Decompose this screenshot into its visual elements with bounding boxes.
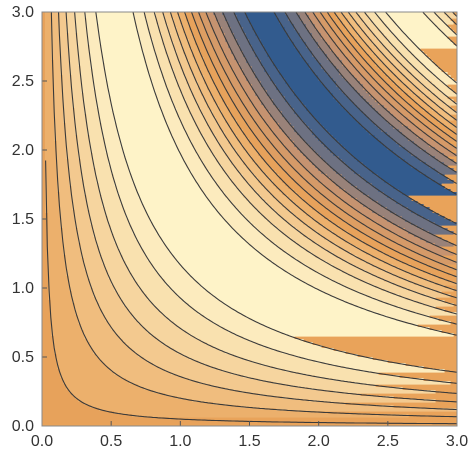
contour-line: [65, 12, 457, 403]
y-tick-label: 2.0: [12, 142, 34, 159]
contour-line: [373, 12, 457, 95]
contour-line: [295, 12, 457, 174]
contour-line: [162, 12, 457, 307]
contour-line: [169, 12, 457, 299]
x-tick-label: 0.0: [31, 433, 53, 450]
x-axis-ticks: 0.0 0.5 1.0 1.5 2.0 2.5 3.0: [31, 421, 468, 450]
contour-line: [95, 12, 457, 373]
y-axis-ticks: 0.0 0.5 1.0 1.5 2.0 2.5 3.0: [12, 4, 47, 435]
contour-line: [45, 160, 457, 425]
contour-line: [233, 12, 457, 236]
contour-line: [132, 12, 457, 336]
x-tick-label: 1.0: [169, 433, 191, 450]
contour-line: [340, 12, 457, 129]
plot-area: [42, 12, 457, 426]
y-tick-label: 1.0: [12, 280, 34, 297]
y-tick-label: 3.0: [12, 4, 34, 21]
contour-line: [244, 12, 457, 225]
contour-line: [384, 12, 457, 84]
contour-line: [205, 12, 457, 264]
contour-fill: [42, 12, 457, 424]
contour-line: [50, 12, 457, 418]
contour-line: [433, 12, 457, 36]
contour-line: [74, 12, 457, 395]
contour-line: [347, 12, 457, 122]
x-tick-label: 3.0: [446, 433, 468, 450]
contour-line: [304, 12, 457, 165]
x-tick-label: 2.5: [377, 433, 399, 450]
contour-line: [190, 12, 457, 278]
plot-frame: [41, 11, 458, 427]
contour-line: [312, 12, 457, 157]
y-tick-label: 1.5: [12, 211, 34, 228]
contour-line: [326, 12, 457, 143]
contour-line: [153, 12, 457, 315]
contour-line: [284, 12, 457, 185]
contour-line: [222, 12, 457, 247]
x-tick-label: 1.5: [238, 433, 260, 450]
contour-line: [183, 12, 457, 285]
x-tick-label: 2.0: [308, 433, 330, 450]
contour-line: [319, 12, 457, 150]
x-tick-label: 0.5: [100, 433, 122, 450]
y-tick-label: 2.5: [12, 73, 34, 90]
y-tick-label: 0.5: [12, 349, 34, 366]
contour-line: [143, 12, 457, 325]
contour-line: [176, 12, 457, 292]
contour-line: [422, 12, 457, 47]
contour-line: [333, 12, 457, 136]
contour-line: [363, 12, 457, 105]
y-tick-label: 0.0: [12, 418, 34, 435]
contour-line: [273, 12, 457, 196]
contour-lines: [45, 12, 457, 425]
contour-line: [57, 12, 457, 411]
contour-line: [443, 12, 457, 26]
contour-line: [213, 12, 457, 256]
contour-line: [355, 12, 457, 114]
contour-line: [197, 12, 457, 271]
contour-line: [84, 12, 457, 384]
